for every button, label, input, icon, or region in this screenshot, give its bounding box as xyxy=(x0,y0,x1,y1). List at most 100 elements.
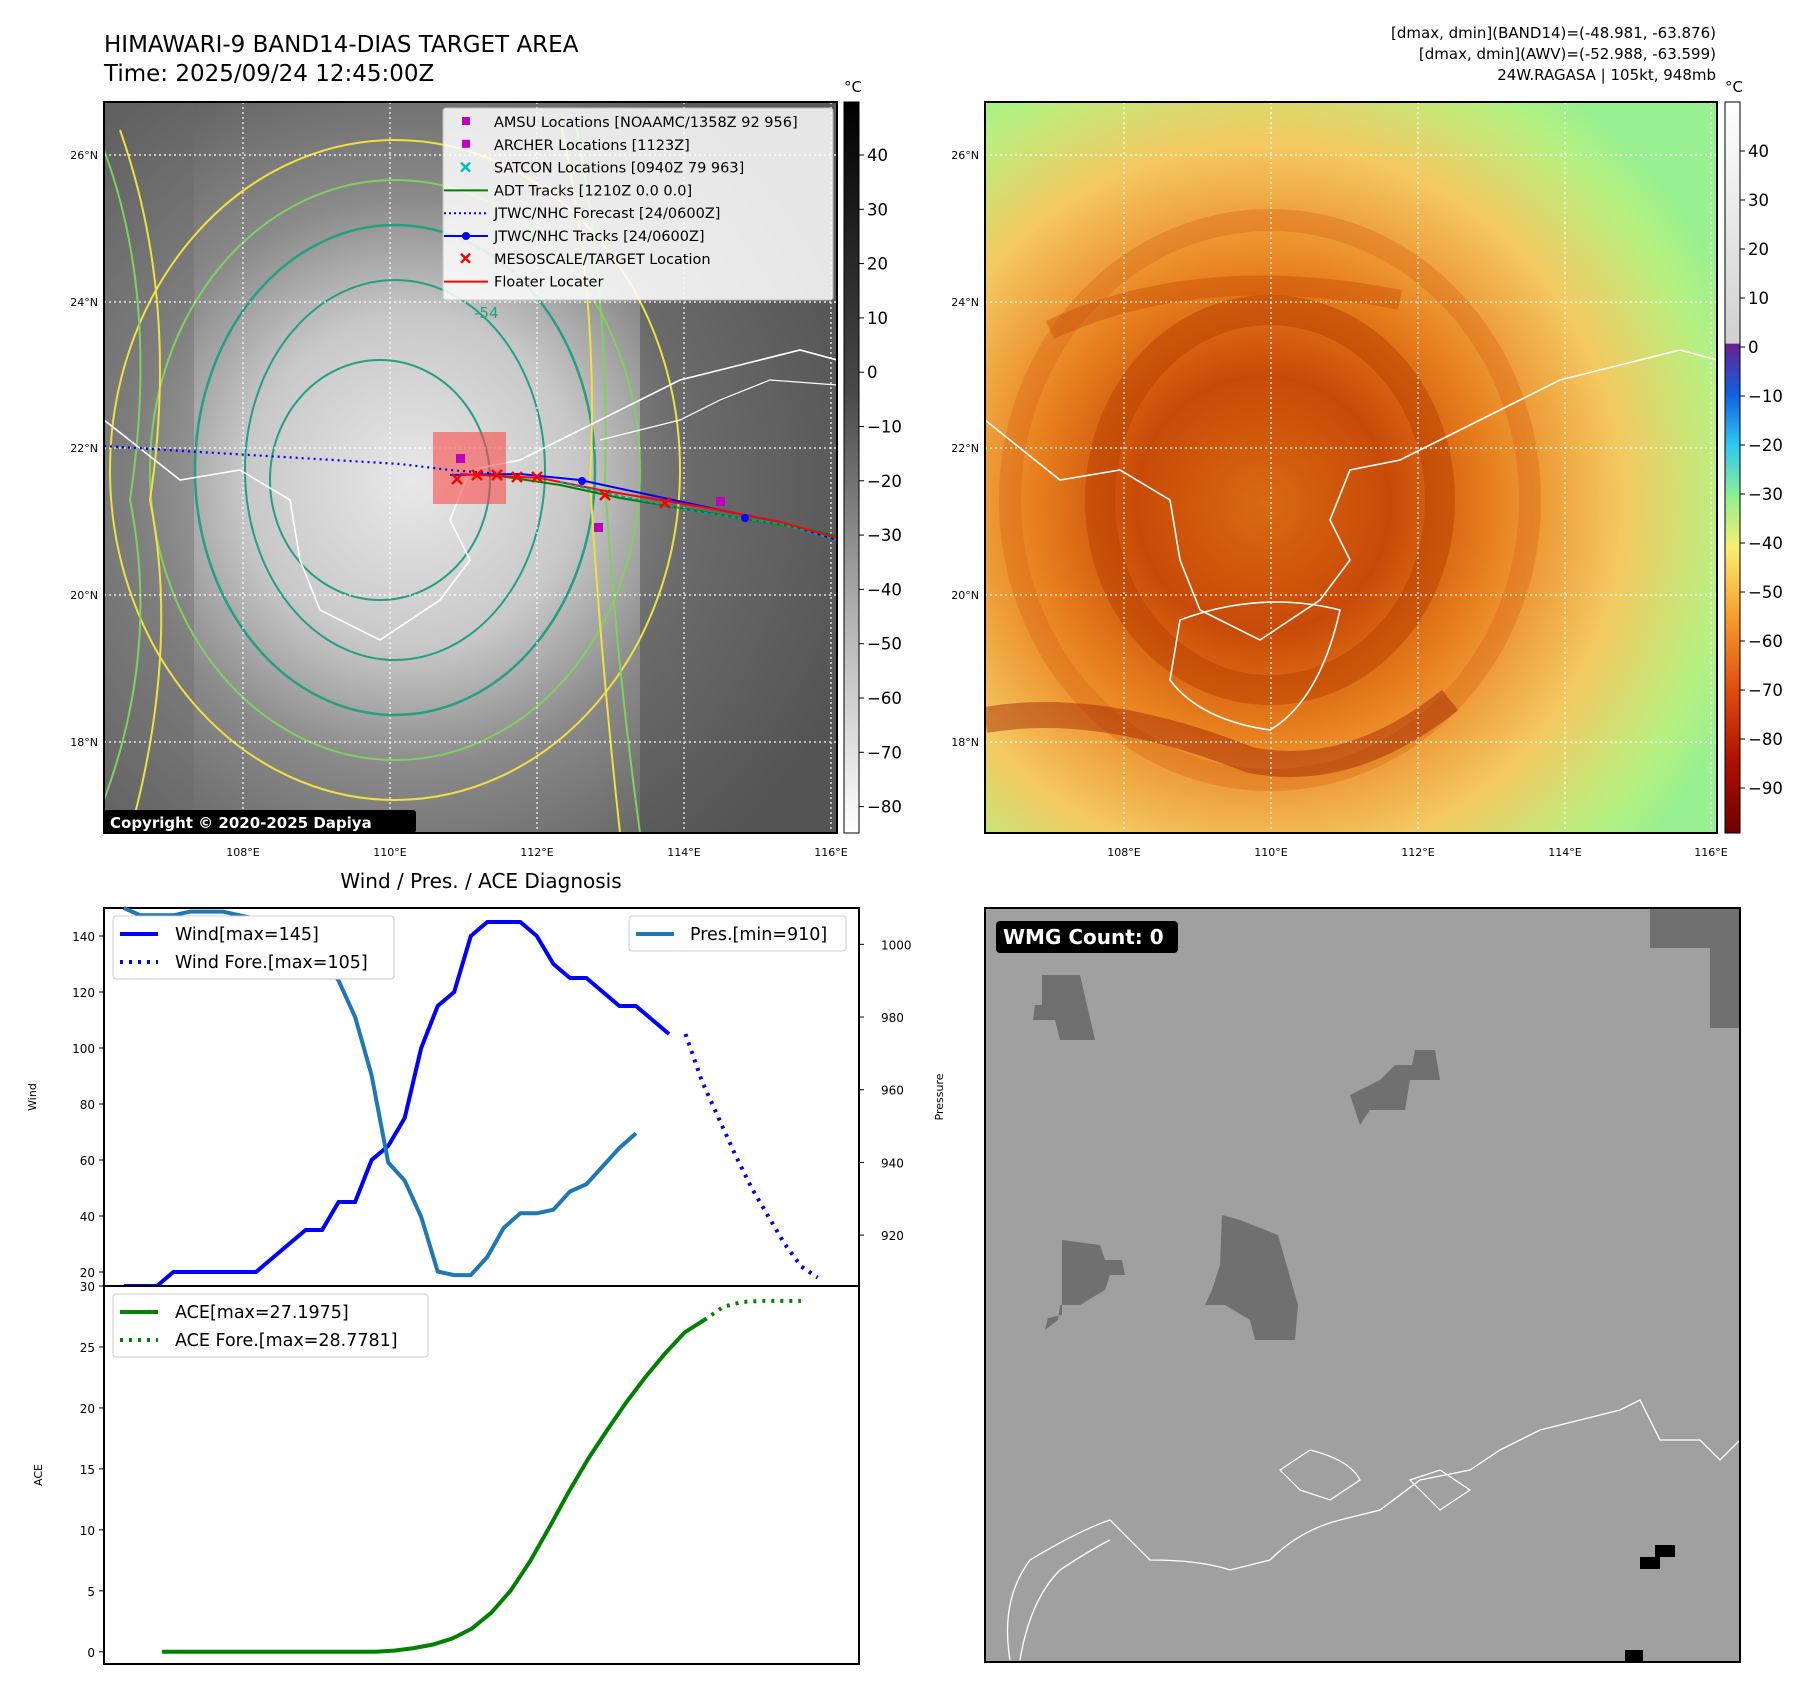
ir-colorbar-tick: −60 xyxy=(867,689,902,708)
figure-title: HIMAWARI-9 BAND14-DIAS TARGET AREA xyxy=(104,32,579,58)
legend-entry: ADT Tracks [1210Z 0.0 0.0] xyxy=(444,183,692,199)
svg-text:116°E: 116°E xyxy=(1694,846,1727,859)
legend-entry: MESOSCALE/TARGET Location xyxy=(460,252,711,268)
awv-colorbar: °C 40 30 20 10 0 −10 −20 −30 −40 −50 −60 −70 −80 −90 xyxy=(1724,78,1783,834)
awv-colorbar-tick: −80 xyxy=(1748,730,1783,749)
series-line xyxy=(122,906,638,1278)
svg-text:114°E: 114°E xyxy=(667,846,700,859)
storm-info: 24W.RAGASA | 105kt, 948mb xyxy=(1497,66,1716,84)
amsu-marker xyxy=(456,454,465,463)
legend-label: Wind[max=145] xyxy=(175,925,319,945)
ace-tick-label: 30 xyxy=(80,1280,95,1294)
contour-label: -54 xyxy=(474,304,499,322)
legend-marker xyxy=(460,161,471,173)
ir-colorbar-tick: −30 xyxy=(867,526,902,545)
ace-tick-label: 15 xyxy=(80,1463,95,1477)
legend-marker xyxy=(462,139,470,148)
awv-lat-ticks: 26°N 24°N 22°N 20°N 18°N xyxy=(951,149,979,749)
wind-tick-label: 140 xyxy=(72,930,95,944)
svg-text:20°N: 20°N xyxy=(951,589,979,602)
wind-axis-label: Wind xyxy=(26,1083,39,1111)
legend-label: SATCON Locations [0940Z 79 963] xyxy=(494,161,744,177)
legend-label: Floater Locater xyxy=(494,275,603,291)
svg-text:112°E: 112°E xyxy=(1401,846,1434,859)
series-line xyxy=(702,1298,801,1322)
svg-text:26°N: 26°N xyxy=(951,149,979,162)
ir-colorbar-tick: −70 xyxy=(867,743,902,762)
awv-colorbar-tick: 10 xyxy=(1748,289,1769,308)
jtwc-forecast-track xyxy=(104,444,501,476)
svg-text:20°N: 20°N xyxy=(70,589,98,602)
awv-colorbar-tick: −90 xyxy=(1748,779,1783,798)
legend-entry: SATCON Locations [0940Z 79 963] xyxy=(460,161,744,177)
awv-colorbar-tick: −60 xyxy=(1748,632,1783,651)
legend-entry: AMSU Locations [NOAAMC/1358Z 92 956] xyxy=(462,115,798,131)
legend-marker xyxy=(460,252,471,264)
wind-tick-label: 60 xyxy=(80,1154,95,1168)
ir-colorbar-tick: −20 xyxy=(867,472,902,491)
wmg-count-badge xyxy=(996,921,1178,953)
wind-tick-label: 100 xyxy=(72,1042,95,1056)
diagnosis-title: Wind / Pres. / ACE Diagnosis xyxy=(340,869,621,893)
wind-pres-chart: Wind / Pres. / ACE Diagnosis 20 40 60 80 100… xyxy=(26,869,946,1288)
awv-colorbar-tick: −40 xyxy=(1748,534,1783,553)
target-area-box xyxy=(433,432,506,504)
awv-lon-ticks: 108°E 110°E 112°E 114°E 116°E xyxy=(1107,846,1727,859)
pressure-tick-label: 980 xyxy=(881,1011,904,1025)
copyright-badge xyxy=(104,810,416,833)
awv-colorbar-tick: −50 xyxy=(1748,583,1783,602)
ir-colorbar-tick: 10 xyxy=(867,309,888,328)
ir-colorbar-tick: −40 xyxy=(867,580,902,599)
wind-tick-label: 40 xyxy=(80,1210,95,1224)
legend-label: AMSU Locations [NOAAMC/1358Z 92 956] xyxy=(494,115,798,131)
legend-label: JTWC/NHC Forecast [24/0600Z] xyxy=(493,206,720,222)
map-legend: AMSU Locations [NOAAMC/1358Z 92 956] ARCH… xyxy=(442,107,834,301)
ace-tick-label: 0 xyxy=(87,1646,95,1660)
pressure-legend: Pres.[min=910] xyxy=(628,915,847,952)
archer-marker xyxy=(594,523,603,532)
ace-chart: 0 5 10 15 20 25 30 ACE[max=27.1975] ACE Fore.[ma… xyxy=(32,1280,860,1665)
svg-text:22°N: 22°N xyxy=(70,442,98,455)
legend-label: JTWC/NHC Tracks [24/0600Z] xyxy=(493,229,705,245)
svg-text:116°E: 116°E xyxy=(814,846,847,859)
wind-legend: Wind[max=145] Wind Fore.[max=105] xyxy=(112,915,395,980)
svg-text:114°E: 114°E xyxy=(1548,846,1581,859)
svg-text:24°N: 24°N xyxy=(951,296,979,309)
wmg-background xyxy=(985,908,1740,1662)
ace-tick-label: 25 xyxy=(80,1341,95,1355)
ir-lat-ticks: 26°N 24°N 22°N 20°N 18°N xyxy=(70,149,98,749)
wind-tick-label: 80 xyxy=(80,1098,95,1112)
svg-text:112°E: 112°E xyxy=(520,846,553,859)
target-location-markers xyxy=(451,469,671,509)
legend-marker xyxy=(462,117,470,125)
svg-text:26°N: 26°N xyxy=(70,149,98,162)
ir-map-panel: -54 AMSU Locations [NOAAMC/1358Z 92 956]… xyxy=(70,101,848,859)
ir-colorbar-tick: 20 xyxy=(867,255,888,274)
ace-tick-label: 20 xyxy=(80,1402,95,1416)
awv-map-frame xyxy=(984,101,1718,834)
ir-colorbar-unit: °C xyxy=(844,78,862,96)
svg-text:22°N: 22°N xyxy=(951,442,979,455)
floater-track xyxy=(459,473,837,539)
legend-entry: ARCHER Locations [1123Z] xyxy=(462,138,690,154)
series-line xyxy=(683,1033,819,1280)
ace-tick-label: 10 xyxy=(80,1524,95,1538)
ir-colorbar-tick: −80 xyxy=(867,798,902,817)
legend-label: MESOSCALE/TARGET Location xyxy=(494,252,711,268)
legend-label: Pres.[min=910] xyxy=(690,925,827,945)
ir-lon-ticks: 108°E 110°E 112°E 114°E 116°E xyxy=(226,846,847,859)
wmg-count-text: WMG Count: 0 xyxy=(1003,925,1164,949)
awv-range: [dmax, dmin](AWV)=(-52.988, -63.599) xyxy=(1419,45,1716,63)
awv-colorbar-unit: °C xyxy=(1725,78,1743,96)
legend-label: ARCHER Locations [1123Z] xyxy=(494,138,690,154)
wind-tick-label: 20 xyxy=(80,1266,95,1280)
svg-text:110°E: 110°E xyxy=(1254,846,1287,859)
legend-label: ADT Tracks [1210Z 0.0 0.0] xyxy=(494,183,692,199)
legend-label: Wind Fore.[max=105] xyxy=(175,953,368,973)
legend-entry: JTWC/NHC Forecast [24/0600Z] xyxy=(444,206,720,222)
ir-colorbar: °C 40 30 20 10 0 −10 −20 −30 −40 −50 −60 −70 −80 xyxy=(843,78,902,834)
ir-map-frame xyxy=(103,101,838,834)
ir-colorbar-tick: −50 xyxy=(867,635,902,654)
awv-map-panel: 26°N 24°N 22°N 20°N 18°N 108°E 110°E 112… xyxy=(951,101,1728,859)
awv-colorbar-tick: −30 xyxy=(1748,485,1783,504)
